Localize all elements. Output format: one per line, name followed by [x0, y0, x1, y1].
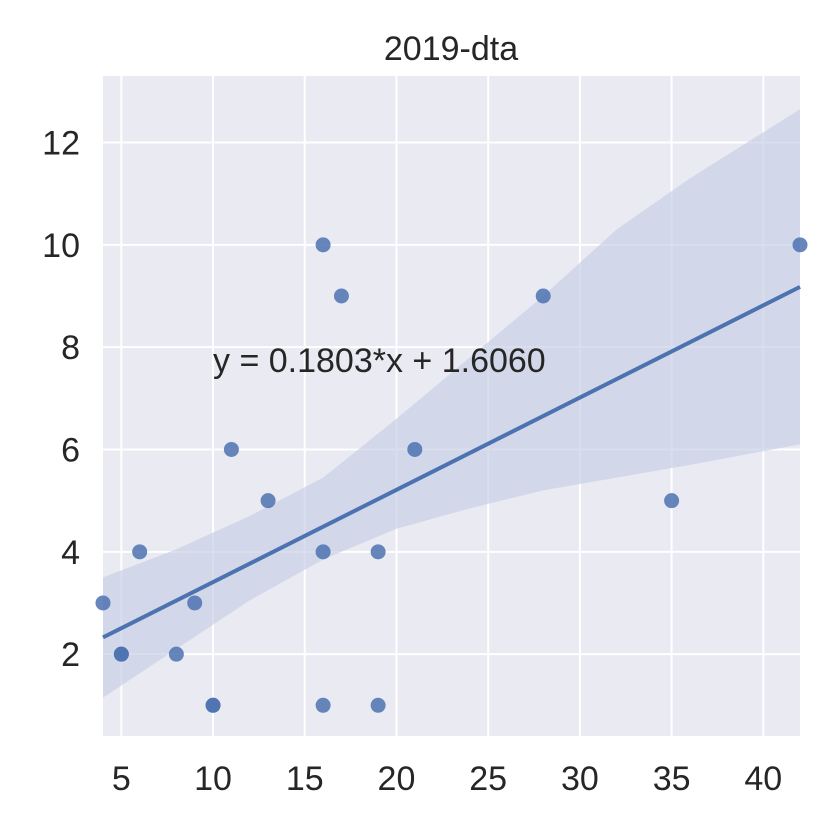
- data-points: [95, 237, 808, 713]
- y-tick-label: 8: [61, 329, 80, 367]
- y-tick-label: 10: [42, 227, 80, 265]
- data-point: [168, 646, 184, 662]
- data-point: [315, 237, 331, 253]
- y-tick-labels: 2 4 6 8 10 12: [42, 125, 80, 675]
- x-tick-label: 35: [653, 760, 691, 798]
- regression-equation: y = 0.1803*x + 1.6060: [213, 342, 546, 380]
- data-point: [95, 595, 111, 611]
- data-point: [113, 646, 129, 662]
- data-point: [664, 493, 680, 509]
- x-tick-label: 15: [286, 760, 324, 798]
- data-point: [260, 493, 276, 509]
- data-point: [535, 288, 551, 304]
- regression-line: [102, 285, 801, 640]
- x-tick-label: 40: [744, 760, 782, 798]
- y-tick-label: 4: [61, 534, 80, 572]
- y-tick-label: 12: [42, 125, 80, 163]
- x-tick-label: 5: [112, 760, 131, 798]
- data-point: [792, 237, 808, 253]
- x-tick-label: 30: [561, 760, 599, 798]
- x-tick-label: 25: [469, 760, 507, 798]
- data-point: [370, 544, 386, 560]
- y-tick-label: 6: [61, 431, 80, 469]
- x-tick-label: 20: [378, 760, 416, 798]
- data-point: [315, 697, 331, 713]
- data-point: [333, 288, 349, 304]
- data-point: [132, 544, 148, 560]
- x-tick-label: 10: [194, 760, 232, 798]
- data-point: [223, 441, 239, 457]
- data-point: [407, 441, 423, 457]
- data-point: [315, 544, 331, 560]
- data-point: [187, 595, 203, 611]
- chart-title: 2019-dta: [384, 30, 518, 68]
- data-point: [370, 697, 386, 713]
- x-tick-labels: 5 10 15 20 25 30 35 40: [112, 760, 782, 798]
- y-tick-label: 2: [61, 636, 80, 674]
- data-point: [205, 697, 221, 713]
